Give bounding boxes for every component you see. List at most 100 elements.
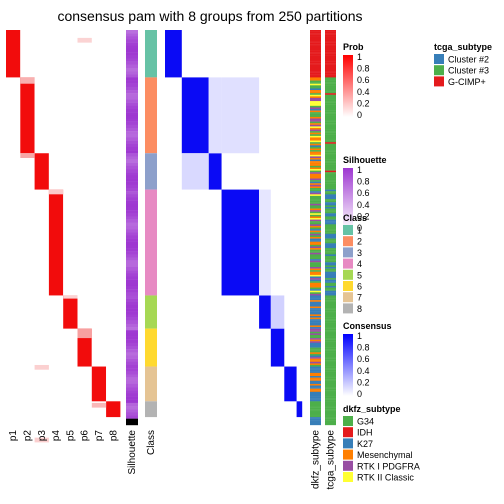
dkfz-subtype-cell: [310, 327, 321, 329]
dkfz-subtype-cell: [310, 191, 321, 193]
silhouette-cell: [126, 406, 138, 410]
dkfz-subtype-cell: [310, 394, 321, 397]
dkfz-subtype-cell: [310, 148, 321, 151]
tcga-subtype-cell: [325, 423, 336, 426]
dkfz-subtype-cell: [310, 37, 321, 40]
dkfz-subtype-cell: [310, 74, 321, 76]
consensus-block-5: [259, 295, 271, 329]
silhouette-cell: [126, 127, 138, 132]
tcga-subtype-cell: [325, 265, 336, 268]
tcga-subtype-cell: [325, 197, 336, 200]
dkfz-subtype-cell: [310, 423, 321, 426]
silhouette-legend-tick: 0.6: [357, 188, 370, 198]
tcga-subtype-cell: [325, 34, 336, 37]
dkfz-subtype-cell: [310, 180, 321, 182]
tcga-subtype-cell: [325, 319, 336, 321]
tcga-subtype-cell: [325, 224, 336, 227]
column-label-p5: p5: [65, 430, 76, 442]
dkfz-subtype-cell: [310, 34, 321, 37]
dkfz-subtype-cell: [310, 31, 321, 34]
dkfz-subtype-cell: [310, 85, 321, 88]
dkfz-subtype-cell: [310, 86, 321, 89]
silhouette-cell: [126, 109, 138, 113]
dkfz-subtype-legend-label: RTK I PDGFRA: [357, 461, 420, 471]
tcga-subtype-cell: [325, 82, 336, 84]
tcga-subtype-cell: [325, 262, 336, 264]
dkfz-subtype-cell: [310, 290, 321, 293]
tcga-subtype-cell: [325, 315, 336, 318]
dkfz-subtype-cell: [310, 99, 321, 102]
tcga-subtype-cell: [325, 202, 336, 204]
silhouette-cell: [126, 349, 138, 353]
tcga-subtype-cell: [325, 290, 336, 293]
consensus-tint-0: [181, 153, 209, 190]
tcga-subtype-cell: [325, 75, 336, 78]
silhouette-cell: [126, 45, 138, 50]
silhouette-cell: [126, 58, 138, 62]
tcga-subtype-cell: [325, 184, 336, 187]
tcga-subtype-cell: [325, 64, 336, 67]
tcga-subtype-cell: [325, 109, 336, 111]
dkfz-subtype-cell: [310, 393, 321, 396]
tcga-subtype-cell: [325, 96, 336, 99]
tcga-subtype-cell: [325, 60, 336, 62]
tcga-subtype-cell: [325, 249, 336, 252]
tcga-subtype-cell: [325, 157, 336, 160]
tcga-subtype-cell: [325, 374, 336, 377]
tcga-subtype-cell: [325, 377, 336, 380]
tcga-subtype-cell: [325, 134, 336, 137]
dkfz-subtype-cell: [310, 267, 321, 269]
dkfz-subtype-cell: [310, 131, 321, 133]
silhouette-cell: [126, 241, 138, 246]
silhouette-cell: [126, 93, 138, 97]
dkfz-subtype-cell: [310, 319, 321, 321]
dkfz-subtype-cell: [310, 115, 321, 118]
tcga-subtype-cell: [325, 192, 336, 195]
tcga-subtype-cell: [325, 140, 336, 143]
class-block-8: [145, 401, 157, 418]
tcga-subtype-cell: [325, 45, 336, 48]
dkfz-subtype-cell: [310, 236, 321, 239]
tcga-subtype-cell: [325, 401, 336, 404]
silhouette-cell: [126, 191, 138, 195]
dkfz-subtype-cell: [310, 102, 321, 105]
tcga-subtype-cell: [325, 252, 336, 255]
tcga-subtype-cell: [325, 129, 336, 132]
tcga-subtype-cell: [325, 188, 336, 190]
dkfz-subtype-cell: [310, 278, 321, 280]
silhouette-cell: [126, 355, 138, 359]
tcga-subtype-cell: [325, 186, 336, 189]
tcga-subtype-cell: [325, 383, 336, 386]
dkfz-subtype-cell: [310, 139, 321, 141]
dkfz-subtype-cell: [310, 418, 321, 421]
dkfz-subtype-cell: [310, 363, 321, 366]
dkfz-subtype-cell: [310, 233, 321, 236]
silhouette-legend-tick: 0.2: [357, 211, 370, 221]
silhouette-cell: [126, 77, 138, 81]
tcga-subtype-cell: [325, 254, 336, 257]
tcga-subtype-cell: [325, 306, 336, 309]
membership-cell-7: [34, 437, 49, 443]
tcga-subtype-cell: [325, 153, 336, 155]
dkfz-subtype-cell: [310, 350, 321, 353]
silhouette-cell: [126, 251, 138, 255]
tcga-subtype-cell: [325, 311, 336, 313]
dkfz-subtype-cell: [310, 358, 321, 361]
tcga-subtype-cell: [325, 131, 336, 133]
tcga-subtype-cell: [325, 346, 336, 348]
tcga-subtype-cell: [325, 358, 336, 361]
dkfz-subtype-cell: [310, 184, 321, 187]
silhouette-cell: [126, 52, 138, 56]
tcga-subtype-cell: [325, 270, 336, 272]
silhouette-cell: [126, 30, 138, 34]
silhouette-cell: [126, 380, 138, 385]
silhouette-cell: [126, 115, 138, 119]
tcga-subtype-cell: [325, 232, 336, 234]
tcga-subtype-cell: [325, 148, 336, 151]
dkfz-subtype-cell: [310, 96, 321, 99]
tcga-subtype-cell: [325, 382, 336, 385]
tcga-subtype-cell: [325, 150, 336, 152]
tcga-subtype-cell: [325, 236, 336, 239]
column-label-class: Class: [146, 430, 157, 455]
